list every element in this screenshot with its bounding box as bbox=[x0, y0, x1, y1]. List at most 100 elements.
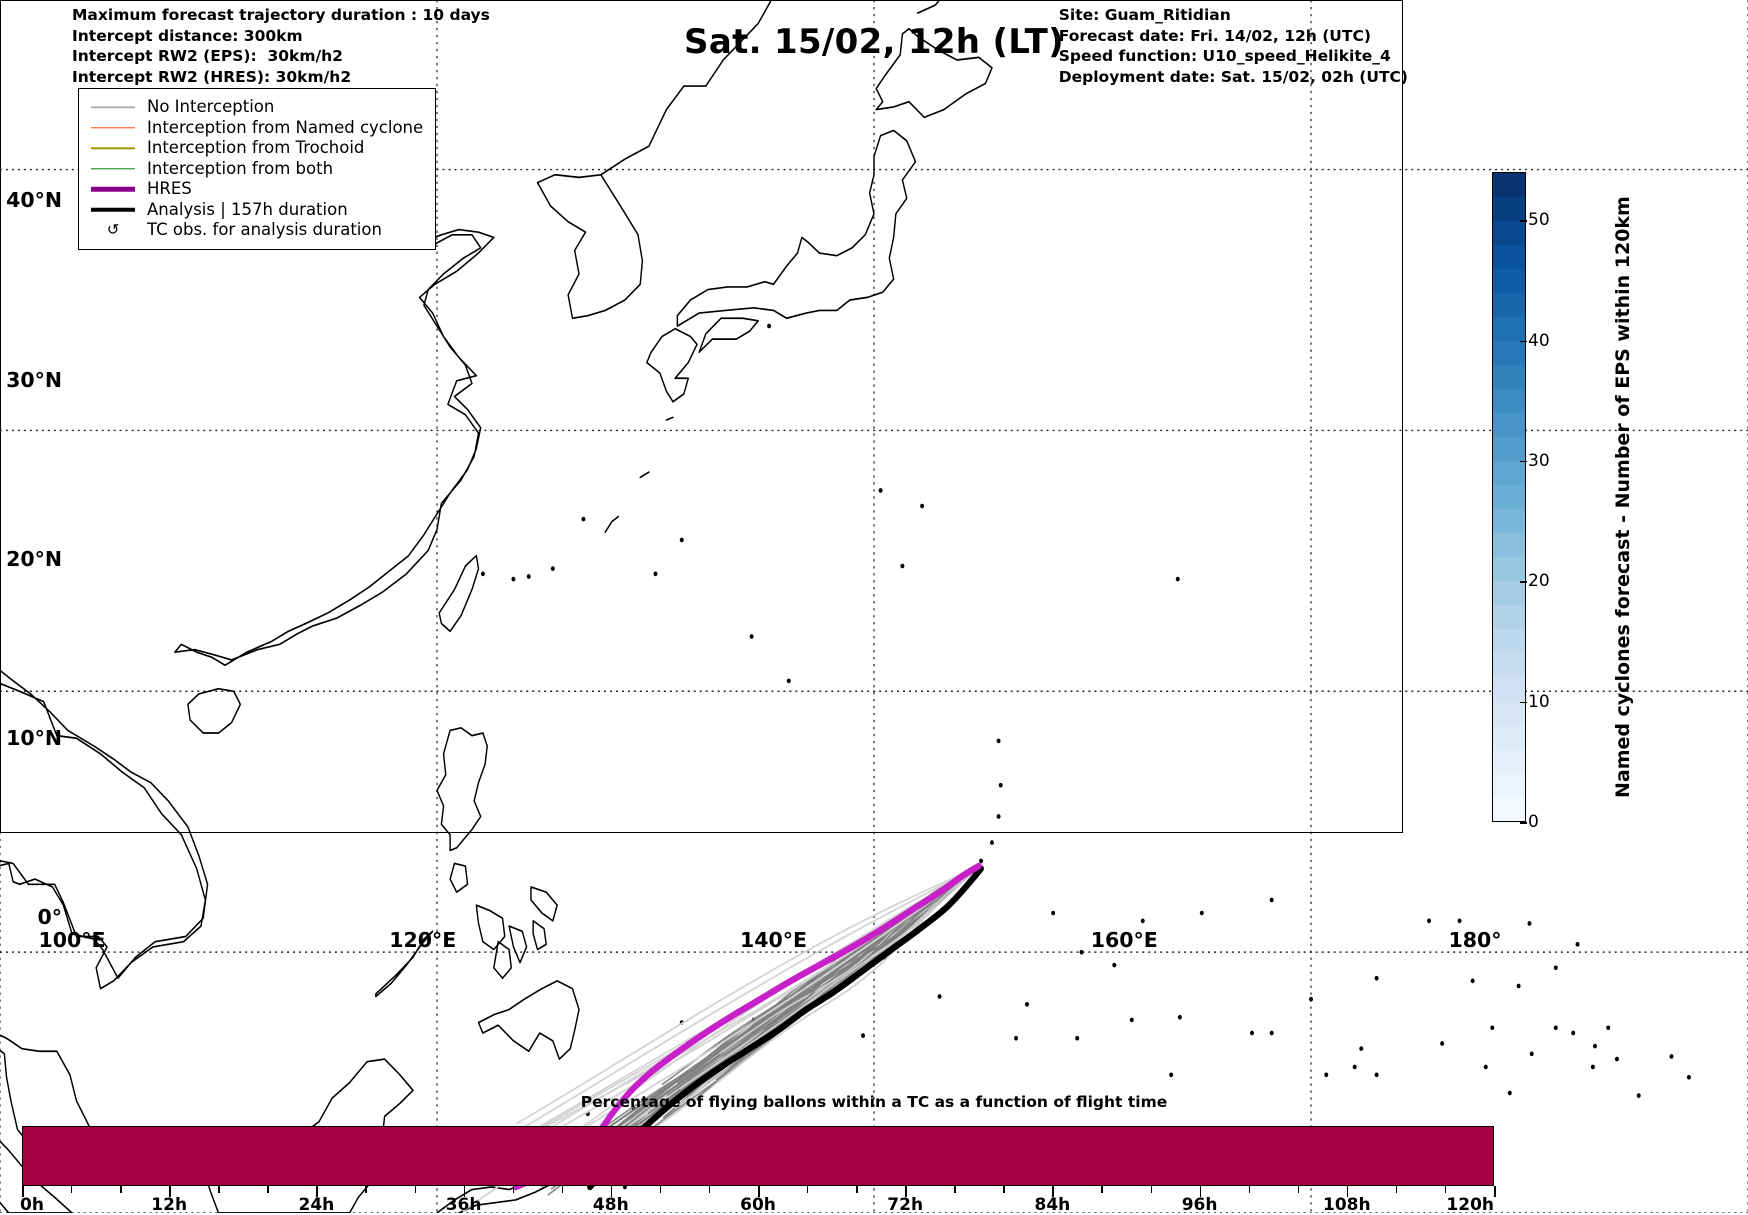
pct-minor-tick bbox=[954, 1186, 956, 1193]
header-left-info: Maximum forecast trajectory duration : 1… bbox=[72, 5, 490, 87]
pct-major-tick bbox=[316, 1186, 318, 1197]
map-ytick-40: 40°N bbox=[6, 188, 62, 213]
header-right-info: Site: Guam_Ritidian Forecast date: Fri. 1… bbox=[1059, 5, 1408, 87]
pct-minor-tick bbox=[218, 1186, 220, 1193]
pct-major-tick bbox=[1346, 1186, 1349, 1197]
pct-major-tick bbox=[22, 1186, 24, 1197]
islands bbox=[480, 323, 1691, 1190]
pct-minor-tick bbox=[1248, 1186, 1251, 1193]
colorbar-segment bbox=[1493, 509, 1525, 533]
legend-line-swatch bbox=[89, 200, 137, 220]
legend-item-1[interactable]: Interception from Named cyclone bbox=[89, 118, 423, 139]
colorbar-segment bbox=[1493, 701, 1525, 725]
pct-major-tick bbox=[758, 1186, 760, 1197]
legend-item-6[interactable]: ↺ TC obs. for analysis duration bbox=[89, 220, 423, 241]
pct-minor-tick bbox=[120, 1186, 122, 1193]
colorbar-segment bbox=[1493, 461, 1525, 485]
pct-minor-tick bbox=[1395, 1186, 1398, 1193]
header-right-line-3: Deployment date: Sat. 15/02, 02h (UTC) bbox=[1058, 67, 1408, 86]
pct-minor-tick bbox=[1150, 1186, 1152, 1193]
percentage-bar-title: Percentage of flying ballons within a TC… bbox=[580, 1093, 1168, 1111]
map-ytick-20: 20°N bbox=[6, 546, 62, 571]
header-right-line-0: Site: Guam_Ritidian bbox=[1058, 6, 1231, 24]
colorbar-segment bbox=[1493, 725, 1525, 749]
colorbar-segment bbox=[1493, 653, 1525, 677]
colorbar-segment bbox=[1493, 245, 1525, 269]
pct-minor-tick bbox=[856, 1186, 858, 1193]
legend-line-swatch bbox=[89, 118, 137, 138]
map-ytick-0: 0° bbox=[37, 905, 62, 929]
legend-item-label: Analysis | 157h duration bbox=[147, 199, 348, 219]
pct-major-tick bbox=[169, 1186, 171, 1197]
colorbar-tick-50: 50 bbox=[1520, 210, 1550, 231]
colorbar-tick-10: 10 bbox=[1520, 691, 1550, 712]
percentage-bar-panel bbox=[22, 1126, 1494, 1186]
colorbar-tick-0: 0 bbox=[1520, 812, 1539, 832]
percentage-bar-ytick bbox=[22, 1156, 23, 1158]
colorbar-segment bbox=[1493, 485, 1525, 509]
percentage-bar-fill bbox=[23, 1127, 1493, 1185]
pct-minor-tick bbox=[1297, 1186, 1300, 1193]
legend-item-label: Interception from Named cyclone bbox=[147, 117, 424, 137]
colorbar-segment bbox=[1493, 557, 1525, 581]
colorbar-segment bbox=[1493, 437, 1525, 461]
colorbar-segment bbox=[1493, 605, 1525, 629]
map-legend: No Interception Interception from Named c… bbox=[78, 88, 437, 250]
colorbar-segment bbox=[1493, 629, 1525, 653]
legend-item-2[interactable]: Interception from Trochoid bbox=[89, 138, 423, 159]
map-xtick-120: 120°E bbox=[389, 928, 457, 952]
cyclone-marker-icon: ↺ bbox=[89, 220, 137, 240]
colorbar-segment bbox=[1493, 317, 1525, 341]
colorbar: 0 10 20 30 40 50 bbox=[1492, 172, 1550, 832]
colorbar-segment bbox=[1493, 173, 1525, 197]
legend-item-3[interactable]: Interception from both bbox=[89, 159, 423, 180]
pct-major-tick bbox=[1052, 1186, 1054, 1197]
pct-tick-label-36: 36h bbox=[445, 1195, 482, 1215]
colorbar-segment bbox=[1493, 341, 1525, 365]
header-left-line-0: Maximum forecast trajectory duration : 1… bbox=[72, 6, 490, 24]
colorbar-segment bbox=[1493, 797, 1525, 821]
pct-minor-tick bbox=[512, 1186, 515, 1193]
legend-item-label: HRES bbox=[147, 179, 192, 198]
colorbar-segment bbox=[1493, 221, 1525, 245]
header-left-line-2: Intercept RW2 (EPS): 30km/h2 bbox=[72, 47, 343, 66]
series-analysis-157h-duration bbox=[587, 865, 984, 1191]
colorbar-tick-20: 20 bbox=[1520, 571, 1550, 592]
colorbar-segment bbox=[1493, 269, 1525, 293]
legend-item-label: TC obs. for analysis duration bbox=[147, 220, 382, 239]
pct-minor-tick bbox=[708, 1186, 711, 1193]
pct-tick-label-96: 96h bbox=[1181, 1195, 1218, 1215]
cyclone-glyph: ↺ bbox=[106, 220, 120, 239]
pct-major-tick bbox=[905, 1186, 907, 1197]
legend-item-5[interactable]: Analysis | 157h duration bbox=[89, 200, 423, 221]
colorbar-segment bbox=[1493, 365, 1525, 389]
header-left-line-3: Intercept RW2 (HRES): 30km/h2 bbox=[72, 67, 352, 86]
percentage-bar-axis: 0h 12h 24h 36h 48h 60h 72h 84h 96h 108h 120h bbox=[20, 1186, 1496, 1215]
pct-minor-tick bbox=[807, 1186, 809, 1193]
pct-major-tick bbox=[610, 1186, 613, 1197]
map-ytick-30: 30°N bbox=[6, 367, 62, 392]
colorbar-segment bbox=[1493, 749, 1525, 773]
map-xtick-140: 140°E bbox=[739, 928, 808, 952]
map-xtick-180: 180° bbox=[1448, 928, 1502, 952]
colorbar-segment bbox=[1493, 413, 1525, 437]
pct-tick-label-12: 12h bbox=[151, 1195, 188, 1215]
pct-minor-tick bbox=[659, 1186, 662, 1193]
legend-line-swatch bbox=[89, 179, 137, 199]
pct-minor-tick bbox=[414, 1186, 416, 1193]
colorbar-segment bbox=[1493, 677, 1525, 701]
colorbar-tick-40: 40 bbox=[1520, 330, 1550, 351]
legend-item-label: Interception from both bbox=[147, 158, 334, 178]
pct-major-tick bbox=[1199, 1186, 1202, 1197]
pct-tick-label-60: 60h bbox=[740, 1195, 776, 1215]
colorbar-title: Named cyclones forecast - Number of EPS … bbox=[1612, 196, 1634, 798]
legend-line-swatch bbox=[89, 138, 137, 158]
legend-item-0[interactable]: No Interception bbox=[89, 97, 423, 118]
legend-item-4[interactable]: HRES bbox=[89, 179, 423, 200]
pct-minor-tick bbox=[267, 1186, 269, 1193]
map-xtick-160: 160°E bbox=[1090, 928, 1158, 952]
pct-tick-label-108: 108h bbox=[1323, 1195, 1371, 1215]
colorbar-tick-30: 30 bbox=[1520, 450, 1550, 471]
legend-item-label: No Interception bbox=[147, 97, 275, 116]
